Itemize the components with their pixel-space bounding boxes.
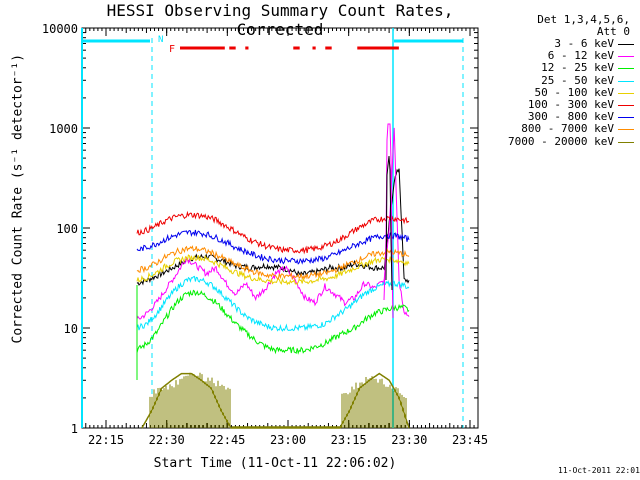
legend-entry: 25 - 50 keV [486,73,636,87]
legend-entry-label: 50 - 100 keV [534,85,614,99]
legend-entry-swatch [618,104,634,106]
legend-entry-label: 25 - 50 keV [541,73,614,87]
plot-frame [81,27,479,429]
legend-entry: 6 - 12 keV [486,50,636,62]
legend-entry: 3 - 6 keV [486,38,636,50]
night-flag-label: N [158,35,163,45]
x-tick-label: 23:00 [270,433,306,447]
legend-entry: 7000 - 20000 keV [486,134,636,148]
series-line [136,229,410,265]
timestamp-stamp: 11-Oct-2011 22:01 [558,466,640,475]
y-tick-label: 1000 [49,122,78,136]
legend-entry-swatch [618,56,634,58]
y-tick-label: 10000 [42,22,78,36]
legend-header-line2: Att 0 [596,25,630,38]
flare-flag-label: F [169,44,175,55]
legend-entry-swatch [618,141,634,143]
legend-entry: 50 - 100 keV [486,85,636,99]
legend-entry-label: 300 - 800 keV [527,110,614,124]
legend-entry: 12 - 25 keV [486,62,636,74]
legend-entry-swatch [618,92,634,94]
legend-entry: 300 - 800 keV [486,111,636,123]
x-axis-label: Start Time (11-Oct-11 22:06:02) [153,456,397,471]
x-tick-label: 23:15 [331,433,367,447]
x-tick-label: 22:30 [149,433,185,447]
series-line [136,168,410,286]
series-line [136,275,410,332]
series-line [136,289,410,355]
legend-entry-swatch [618,44,634,45]
legend-entry-label: 100 - 300 keV [527,97,614,111]
legend-entry-swatch [618,80,634,82]
y-tick-label: 100 [56,222,78,236]
legend-entry-label: 12 - 25 keV [541,61,614,75]
y-axis-label: Corrected Count Rate (s⁻¹ detector⁻¹) [10,53,26,344]
legend-entry-swatch [618,117,634,119]
x-tick-label: 23:45 [452,433,488,447]
series-line [136,127,410,320]
chart-title: HESSI Observing Summary Count Rates, Cor… [106,1,454,39]
series-line [136,245,410,280]
y-tick-label: 10 [64,322,78,336]
legend-entry-label: 7000 - 20000 keV [508,134,614,148]
x-tick-label: 23:30 [391,433,427,447]
legend-entry-label: 6 - 12 keV [547,49,614,63]
legend-entry-label: 3 - 6 keV [554,37,614,50]
legend-entry-label: 800 - 7000 keV [521,122,614,136]
series-line [136,210,410,255]
x-tick-label: 22:45 [209,433,245,447]
series-line [136,254,410,286]
legend-entry: 800 - 7000 keV [486,123,636,135]
flare-spike-3-6 [385,155,393,291]
legend-entry-swatch [618,129,634,131]
legend-entry: 100 - 300 keV [486,97,636,111]
legend-header-line1: Det 1,3,4,5,6, [537,13,630,26]
y-tick-label: 1 [71,422,78,436]
legend-entry-swatch [618,68,634,70]
legend: Det 1,3,4,5,6, Att 0 3 - 6 keV 6 - 12 keV… [486,14,636,148]
x-tick-label: 22:15 [88,433,124,447]
